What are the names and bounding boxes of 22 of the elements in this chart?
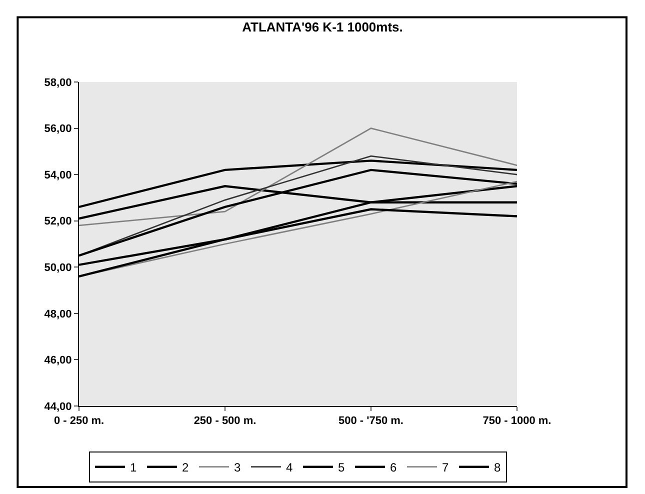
x-tick-label: 500 - '750 m. (338, 415, 404, 428)
y-tick-label: 58,00 (44, 76, 72, 89)
legend-label: 8 (494, 460, 501, 475)
y-tick-label: 56,00 (44, 123, 72, 136)
x-tick-label: 250 - 500 m. (194, 415, 256, 428)
y-tick-label: 50,00 (44, 262, 72, 274)
legend-label: 4 (286, 460, 293, 475)
y-tick-label: 44,00 (44, 400, 72, 413)
legend-label: 1 (130, 460, 137, 475)
x-tick-label: 0 - 250 m. (54, 415, 104, 428)
y-tick-label: 54,00 (44, 169, 72, 182)
line-series (79, 128, 517, 226)
legend-label: 6 (390, 460, 397, 475)
legend-label: 5 (338, 460, 345, 475)
legend-label: 3 (234, 460, 241, 475)
y-tick-label: 52,00 (44, 216, 72, 228)
x-tick-label: 750 - 1000 m. (482, 415, 552, 428)
legend-label: 7 (442, 460, 449, 475)
y-tick-label: 48,00 (44, 308, 72, 320)
legend-label: 2 (182, 460, 189, 475)
y-tick-label: 46,00 (44, 354, 72, 367)
chart-title: ATLANTA'96 K-1 1000mts. (242, 19, 403, 34)
